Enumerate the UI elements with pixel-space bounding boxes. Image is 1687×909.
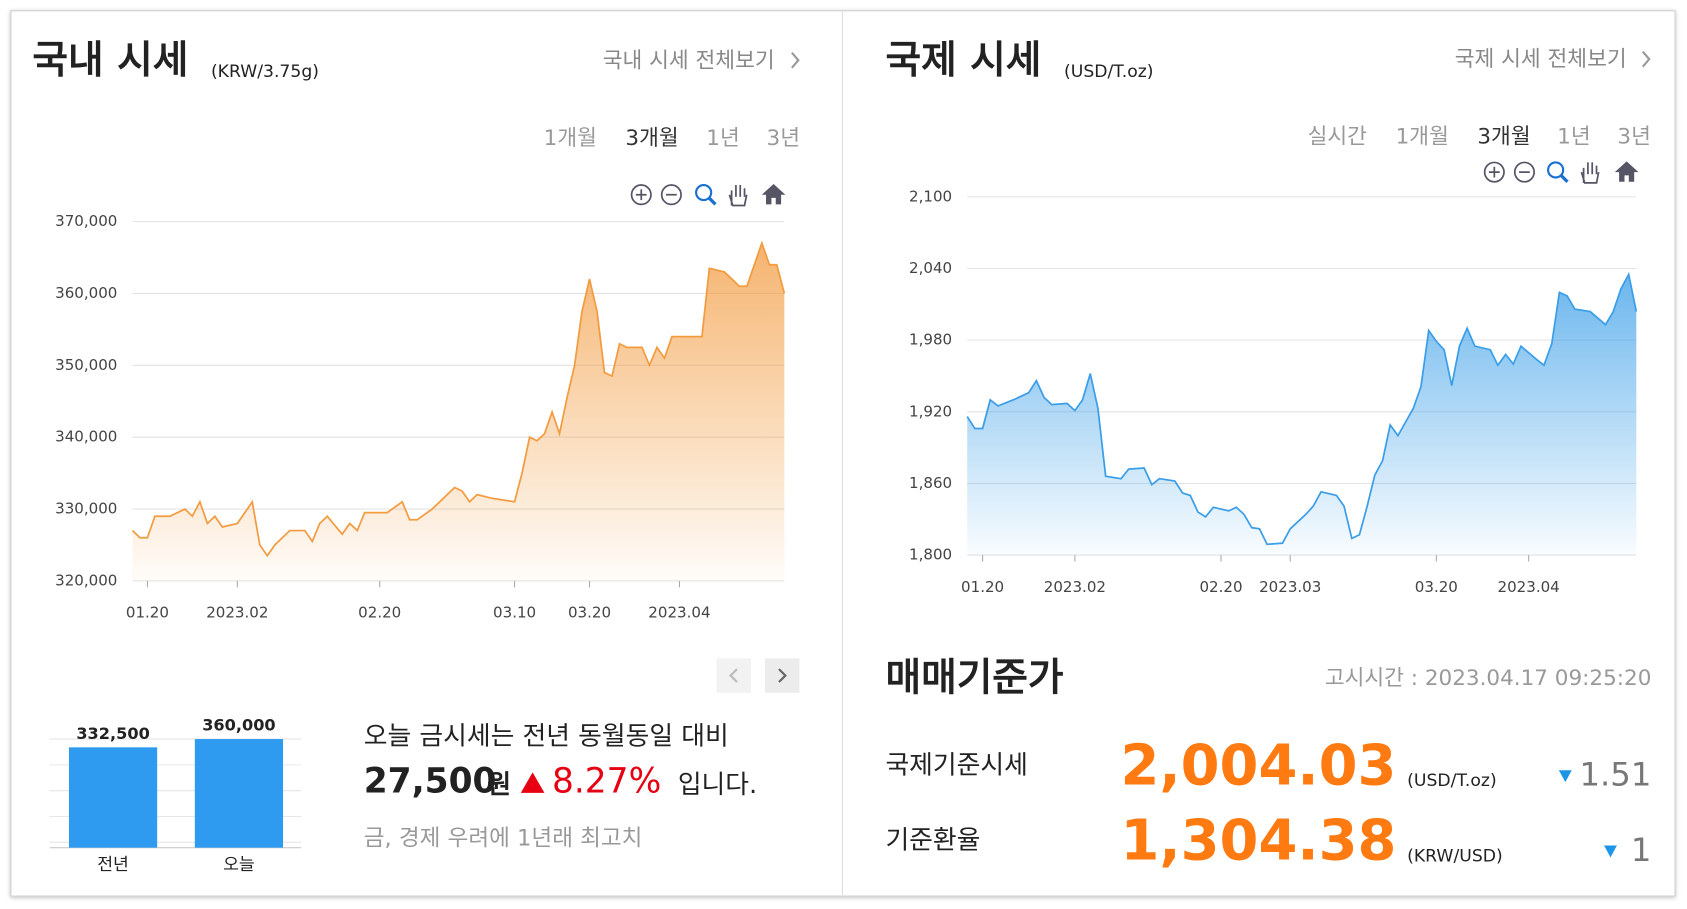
- zoom-out-icon: [660, 184, 682, 206]
- prev-button[interactable]: [716, 658, 751, 693]
- x-tick-label: 2023.02: [206, 604, 268, 622]
- percent: 8.27%: [552, 762, 661, 802]
- x-tick-label: 2023.04: [1498, 578, 1560, 596]
- period-tab[interactable]: 3년: [767, 126, 800, 151]
- unit: (USD/T.oz): [1064, 62, 1153, 82]
- x-tick-label: 2023.03: [1259, 578, 1321, 596]
- period-tab[interactable]: 1개월: [544, 126, 597, 151]
- zoom-in-icon: [635, 189, 647, 201]
- category-label: 오늘: [223, 855, 255, 875]
- y-tick-label: 1,980: [909, 331, 952, 349]
- bar: [194, 739, 284, 848]
- row-unit: (USD/T.oz): [1407, 771, 1496, 791]
- link[interactable]: 국내 시세 전체보기: [603, 48, 775, 73]
- x-tick-label: 2023.04: [648, 604, 710, 622]
- down-triangle: [1604, 845, 1617, 858]
- x-tick-label: 03.20: [1415, 578, 1458, 596]
- period-tab[interactable]: 3개월: [1477, 125, 1530, 150]
- area-fill: [967, 274, 1637, 556]
- amount: 27,500: [364, 762, 497, 802]
- zoom-select-icon: [1547, 161, 1565, 179]
- period-tabs: 1개월 3개월 1년 3년: [544, 126, 800, 151]
- zoom-select-icon: [1559, 174, 1569, 183]
- row-value: 1,304.38: [1120, 809, 1396, 874]
- row-label: 국제기준시세: [885, 750, 1027, 780]
- title: 국내 시세: [32, 38, 188, 83]
- period-tabs: 실시간 1개월 3개월 1년 3년: [1308, 125, 1651, 150]
- row-unit: (KRW/USD): [1407, 846, 1503, 866]
- row-change: 1: [1631, 831, 1652, 869]
- period-tab[interactable]: 실시간: [1308, 125, 1368, 150]
- zoom-in-icon: [630, 184, 652, 206]
- bar: [68, 747, 158, 848]
- y-tick-label: 350,000: [55, 356, 117, 374]
- next-icon: [778, 668, 787, 683]
- period-tab[interactable]: 1년: [706, 126, 739, 151]
- amount-unit: 원: [487, 770, 511, 800]
- summary-line: 오늘 금시세는 전년 동월동일 대비: [364, 721, 729, 751]
- x-tick-label: 02.20: [1199, 578, 1242, 596]
- home-icon: [761, 183, 786, 205]
- row-value: 2,004.03: [1120, 733, 1396, 798]
- up-triangle: [520, 772, 545, 793]
- x-tick-label: 03.20: [568, 604, 611, 622]
- period-tab[interactable]: 1개월: [1396, 125, 1449, 150]
- home-icon: [1614, 161, 1639, 182]
- zoom-out-icon: [1513, 161, 1535, 183]
- pan-icon: [1580, 162, 1600, 184]
- line: [131, 240, 786, 558]
- unit: (KRW/3.75g): [211, 62, 319, 82]
- y-tick-label: 340,000: [55, 428, 117, 446]
- zoom-in-icon: [1483, 161, 1505, 183]
- y-tick-label: 1,920: [909, 402, 952, 420]
- period-tab[interactable]: 1년: [1557, 125, 1590, 150]
- x-tick-label: 01.20: [126, 604, 169, 622]
- ending: 입니다.: [678, 770, 757, 800]
- y-tick-label: 2,100: [909, 187, 952, 205]
- prev-icon: [729, 668, 738, 683]
- price-rows: 국제기준시세 2,004.03 (USD/T.oz) 1.51 기준환율 1,304.38…: [885, 733, 1651, 873]
- row-label: 기준환율: [885, 826, 980, 856]
- international-chart: 1,800 1,860 1,920 1,980 2,040 2,100 01.20 2023.…: [909, 187, 1638, 596]
- period-tab[interactable]: 3년: [1617, 125, 1650, 150]
- section-title: 매매기준가: [885, 655, 1063, 700]
- zoom-select-icon: [695, 183, 713, 202]
- area-fill: [132, 243, 785, 581]
- chevron: [791, 52, 800, 69]
- comparison-chart: 332,500 전년 360,000 오늘: [49, 716, 302, 875]
- y-tick-label: 360,000: [55, 284, 117, 302]
- y-tick-label: 1,860: [909, 474, 952, 492]
- category-label: 전년: [97, 855, 129, 875]
- domestic-chart: 320,000 330,000 340,000 350,000 360,000 370,0…: [55, 212, 786, 622]
- headline[interactable]: 금, 경제 우려에 1년래 최고치: [364, 826, 643, 852]
- x-tick-label: 02.20: [358, 604, 401, 622]
- y-tick-label: 1,800: [909, 546, 952, 564]
- pan-icon: [728, 185, 748, 207]
- zoom-in-icon: [1488, 166, 1500, 178]
- link[interactable]: 국제 시세 전체보기: [1455, 47, 1627, 72]
- y-tick-label: 370,000: [55, 212, 117, 230]
- chevron: [1641, 50, 1651, 68]
- y-tick-label: 320,000: [55, 571, 117, 589]
- line: [966, 271, 1638, 546]
- x-tick-label: 03.10: [493, 604, 536, 622]
- toolbar: [630, 183, 786, 207]
- notice: 고시시간 : 2023.04.17 09:25:20: [1325, 666, 1652, 691]
- x-tick-label: 2023.02: [1044, 578, 1106, 596]
- y-tick-label: 2,040: [909, 259, 952, 277]
- row-change: 1.51: [1580, 756, 1652, 794]
- toolbar: [1483, 161, 1639, 184]
- down-triangle: [1558, 770, 1572, 783]
- y-tick-label: 330,000: [55, 500, 117, 518]
- period-tab[interactable]: 3개월: [625, 126, 678, 151]
- zoom-select-icon: [707, 196, 717, 206]
- x-tick-label: 01.20: [961, 578, 1004, 596]
- next-button[interactable]: [764, 658, 800, 693]
- title: 국제 시세: [885, 38, 1041, 83]
- value-label: 332,500: [76, 724, 149, 743]
- value-label: 360,000: [202, 716, 275, 735]
